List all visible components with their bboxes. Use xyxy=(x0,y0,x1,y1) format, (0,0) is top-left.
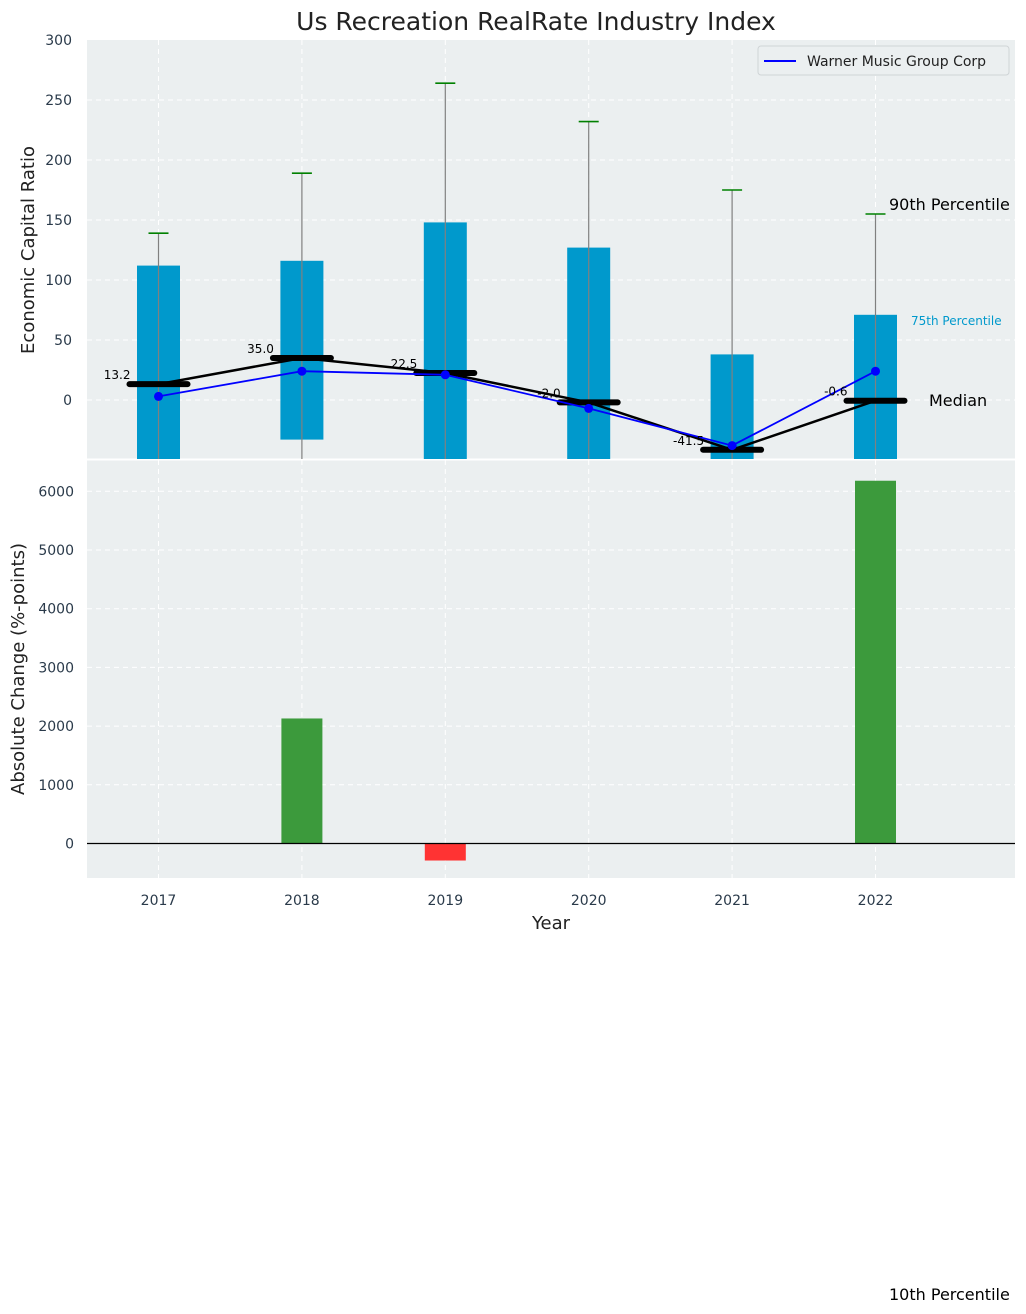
median-series xyxy=(126,355,908,453)
bottom-gridlines xyxy=(87,460,1015,878)
median-line xyxy=(158,356,876,452)
bottom-y-tick-label: 1000 xyxy=(38,778,74,794)
median-data-label: 35.0 xyxy=(247,342,274,356)
bottom-y-tick-label: 2000 xyxy=(38,719,74,735)
median-data-label: -41.5 xyxy=(673,434,704,448)
bottom-y-tick-label: 5000 xyxy=(38,543,74,559)
median-data-label: 22.5 xyxy=(391,357,418,371)
x-tick-label: 2021 xyxy=(714,893,750,909)
company-line xyxy=(158,370,876,447)
change-bar-negative xyxy=(424,843,466,861)
company-point xyxy=(871,366,880,376)
top-y-tick-label: 200 xyxy=(45,153,72,169)
x-tick-label: 2019 xyxy=(427,893,463,909)
change-bar-positive xyxy=(855,480,896,844)
legend-label: Warner Music Group Corp xyxy=(807,54,986,70)
x-tick-label: 2022 xyxy=(858,893,894,909)
legend: Warner Music Group Corp xyxy=(757,45,1010,76)
company-point xyxy=(440,370,450,380)
median-data-label: 13.2 xyxy=(104,368,131,382)
bottom-y-tick-label: 0 xyxy=(65,837,74,853)
median-data-labels: 13.2 35.0 22.5 -2.0 -41.5 -0.6 xyxy=(104,342,848,448)
top-y-tick-label: 50 xyxy=(54,333,72,349)
x-tick-labels: 2017 2018 2019 2020 2021 2022 xyxy=(141,893,894,909)
change-bars xyxy=(281,480,896,861)
bottom-y-tick-label: 6000 xyxy=(38,484,74,500)
company-series xyxy=(154,366,880,451)
bottom-y-tick-label: 3000 xyxy=(38,660,74,676)
median-annotation: Median xyxy=(929,391,987,410)
median-data-label: -2.0 xyxy=(537,386,560,400)
p90-annotation: 90th Percentile xyxy=(889,195,1010,214)
bottom-y-tick-labels: 0 1000 2000 3000 4000 5000 6000 xyxy=(38,484,74,852)
top-y-tick-label: 100 xyxy=(45,273,72,289)
top-y-tick-label: 300 xyxy=(45,33,72,49)
chart-title: Us Recreation RealRate Industry Index xyxy=(296,7,776,36)
whiskers xyxy=(148,82,886,459)
x-tick-label: 2018 xyxy=(284,893,320,909)
x-tick-label: 2017 xyxy=(141,893,177,909)
x-tick-label: 2020 xyxy=(571,893,607,909)
p75-annotation: 75th Percentile xyxy=(911,314,1002,328)
company-point xyxy=(584,403,594,413)
top-y-tick-label: 250 xyxy=(45,93,72,109)
bottom-y-axis-label: Absolute Change (%-points) xyxy=(8,543,29,795)
company-point xyxy=(297,366,307,376)
bottom-y-tick-label: 4000 xyxy=(38,602,74,618)
legend-box xyxy=(757,45,1010,76)
top-y-tick-label: 150 xyxy=(45,213,72,229)
x-axis-label: Year xyxy=(531,913,571,934)
top-y-tick-labels: 0 50 100 150 200 250 300 xyxy=(45,33,72,409)
company-point xyxy=(727,441,737,451)
top-y-tick-label: 0 xyxy=(63,393,72,409)
p10-annotation: 10th Percentile xyxy=(889,1285,1010,1304)
company-point xyxy=(154,391,163,401)
change-bar-positive xyxy=(281,718,323,844)
median-data-label: -0.6 xyxy=(824,385,847,399)
top-y-axis-label: Economic Capital Ratio xyxy=(18,146,39,354)
